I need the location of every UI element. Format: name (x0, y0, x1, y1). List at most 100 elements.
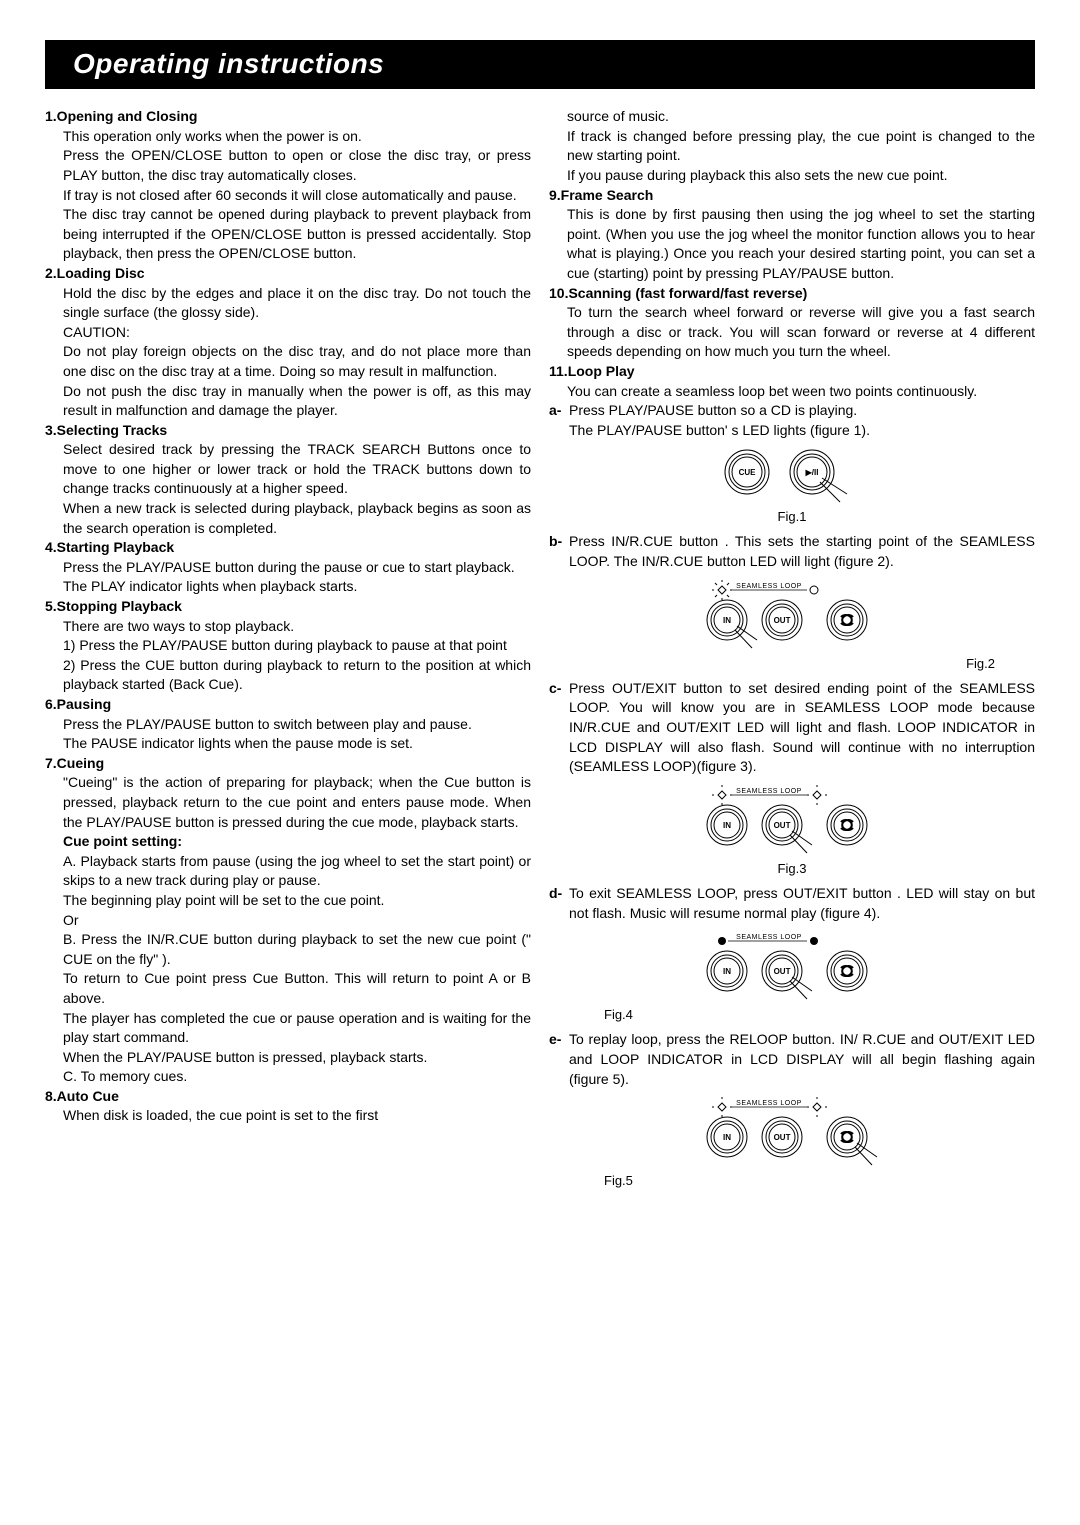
item-e: e- To replay loop, press the RELOOP butt… (549, 1030, 1035, 1089)
play-button-label: ▶/II (805, 468, 819, 477)
in-button-label: IN (723, 821, 731, 830)
item-d-text: To exit SEAMLESS LOOP, press OUT/EXIT bu… (569, 884, 1035, 923)
out-button-label: OUT (774, 1133, 791, 1142)
sec7-p5: B. Press the IN/R.CUE button during play… (45, 930, 531, 969)
sec2-p1: Hold the disc by the edges and place it … (45, 284, 531, 323)
out-button-label: OUT (774, 616, 791, 625)
cue-button-label: CUE (739, 468, 757, 477)
item-a-label: a- (549, 401, 569, 440)
sec7-p8: When the PLAY/PAUSE button is pressed, p… (45, 1048, 531, 1068)
page-title: Operating instructions (73, 44, 1027, 83)
fig5-svg: SEAMLESS LOOP IN OUT (692, 1095, 892, 1170)
item-c-text: Press OUT/EXIT button to set desired end… (569, 679, 1035, 777)
sec1-p4: The disc tray cannot be opened during pl… (45, 205, 531, 264)
fig1-svg: CUE ▶/II (712, 446, 872, 506)
seamless-indicator-icon: SEAMLESS LOOP (712, 580, 818, 600)
seamless-indicator-icon: SEAMLESS LOOP (712, 785, 827, 805)
seamless-indicator-icon: SEAMLESS LOOP (712, 1097, 827, 1117)
fig2-caption: Fig.2 (549, 655, 1035, 673)
item-b-text: Press IN/R.CUE button . This sets the st… (569, 532, 1035, 571)
reloop-icon (827, 951, 867, 991)
item-e-text: To replay loop, press the RELOOP button.… (569, 1030, 1035, 1089)
seamless-label: SEAMLESS LOOP (736, 788, 802, 795)
figure-3: SEAMLESS LOOP IN OUT Fig.3 (549, 783, 1035, 878)
sec1-p3: If tray is not closed after 60 seconds i… (45, 186, 531, 206)
sec4-title: 4.Starting Playback (45, 538, 531, 558)
fig4-caption: Fig.4 (549, 1006, 1035, 1024)
item-d-label: d- (549, 884, 569, 923)
sec8-title: 8.Auto Cue (45, 1087, 531, 1107)
fig1-caption: Fig.1 (549, 508, 1035, 526)
cont-p2: If track is changed before pressing play… (549, 127, 1035, 166)
sec6-p2: The PAUSE indicator lights when the paus… (45, 734, 531, 754)
in-button-label: IN (723, 967, 731, 976)
fig3-svg: SEAMLESS LOOP IN OUT (692, 783, 892, 858)
fig3-caption: Fig.3 (549, 860, 1035, 878)
sec5-title: 5.Stopping Playback (45, 597, 531, 617)
sec2-p3: Do not play foreign objects on the disc … (45, 342, 531, 381)
sec3-title: 3.Selecting Tracks (45, 421, 531, 441)
sec10-p1: To turn the search wheel forward or reve… (549, 303, 1035, 362)
sec1-title: 1.Opening and Closing (45, 107, 531, 127)
sec5-p2: 1) Press the PLAY/PAUSE button during pl… (45, 636, 531, 656)
sec7-p1: "Cueing" is the action of preparing for … (45, 773, 531, 832)
out-button-label: OUT (774, 821, 791, 830)
sec9-p1: This is done by first pausing then using… (549, 205, 1035, 283)
in-button-label: IN (723, 616, 731, 625)
item-c: c- Press OUT/EXIT button to set desired … (549, 679, 1035, 777)
sec7-title: 7.Cueing (45, 754, 531, 774)
sec4-p2: The PLAY indicator lights when playback … (45, 577, 531, 597)
sec1-p1: This operation only works when the power… (45, 127, 531, 147)
sec11-title: 11.Loop Play (549, 362, 1035, 382)
reloop-icon (827, 600, 867, 640)
item-a: a- Press PLAY/PAUSE button so a CD is pl… (549, 401, 1035, 440)
content-columns: 1.Opening and Closing This operation onl… (45, 107, 1035, 1196)
item-e-label: e- (549, 1030, 569, 1089)
sec3-p1: Select desired track by pressing the TRA… (45, 440, 531, 499)
figure-5: SEAMLESS LOOP IN OUT Fig.5 (549, 1095, 1035, 1190)
item-a-text: Press PLAY/PAUSE button so a CD is playi… (569, 402, 857, 418)
item-b: b- Press IN/R.CUE button . This sets the… (549, 532, 1035, 571)
sec5-p1: There are two ways to stop playback. (45, 617, 531, 637)
sec7-p6: To return to Cue point press Cue Button.… (45, 969, 531, 1008)
item-c-label: c- (549, 679, 569, 777)
sec4-p1: Press the PLAY/PAUSE button during the p… (45, 558, 531, 578)
figure-4: SEAMLESS LOOP IN OUT Fig.4 (549, 929, 1035, 1024)
sec7-p7: The player has completed the cue or paus… (45, 1009, 531, 1048)
sec11-p1: You can create a seamless loop bet ween … (549, 382, 1035, 402)
sec1-p2: Press the OPEN/CLOSE button to open or c… (45, 146, 531, 185)
seamless-label: SEAMLESS LOOP (736, 934, 802, 941)
cont-p3: If you pause during playback this also s… (549, 166, 1035, 186)
sec3-p2: When a new track is selected during play… (45, 499, 531, 538)
figure-1: CUE ▶/II Fig.1 (549, 446, 1035, 526)
sec6-title: 6.Pausing (45, 695, 531, 715)
sec7-p2: A. Playback starts from pause (using the… (45, 852, 531, 891)
sec10-title: 10.Scanning (fast forward/fast reverse) (549, 284, 1035, 304)
sec7-p3: The beginning play point will be set to … (45, 891, 531, 911)
sec7-p9: C. To memory cues. (45, 1067, 531, 1087)
reloop-icon (827, 1117, 877, 1165)
left-column: 1.Opening and Closing This operation onl… (45, 107, 531, 1196)
seamless-label: SEAMLESS LOOP (736, 583, 802, 590)
sec2-p2: CAUTION: (45, 323, 531, 343)
fig2-svg: SEAMLESS LOOP IN OUT (692, 578, 892, 653)
item-d: d- To exit SEAMLESS LOOP, press OUT/EXIT… (549, 884, 1035, 923)
seamless-indicator-icon: SEAMLESS LOOP (718, 934, 818, 945)
item-b-label: b- (549, 532, 569, 571)
reloop-icon (827, 805, 867, 845)
seamless-label: SEAMLESS LOOP (736, 1100, 802, 1107)
sec5-p3: 2) Press the CUE button during playback … (45, 656, 531, 695)
cont-p1: source of music. (549, 107, 1035, 127)
sec6-p1: Press the PLAY/PAUSE button to switch be… (45, 715, 531, 735)
sec2-title: 2.Loading Disc (45, 264, 531, 284)
sec7-p4: Or (45, 911, 531, 931)
item-a-text2: The PLAY/PAUSE button' s LED lights (fig… (569, 422, 870, 438)
figure-2: SEAMLESS LOOP IN OUT Fig.2 (549, 578, 1035, 673)
fig4-svg: SEAMLESS LOOP IN OUT (692, 929, 892, 1004)
sec9-title: 9.Frame Search (549, 186, 1035, 206)
right-column: source of music. If track is changed bef… (549, 107, 1035, 1196)
fig5-caption: Fig.5 (549, 1172, 1035, 1190)
sec8-p1: When disk is loaded, the cue point is se… (45, 1106, 531, 1126)
sec7-sub: Cue point setting: (45, 832, 531, 852)
title-bar: Operating instructions (45, 40, 1035, 89)
